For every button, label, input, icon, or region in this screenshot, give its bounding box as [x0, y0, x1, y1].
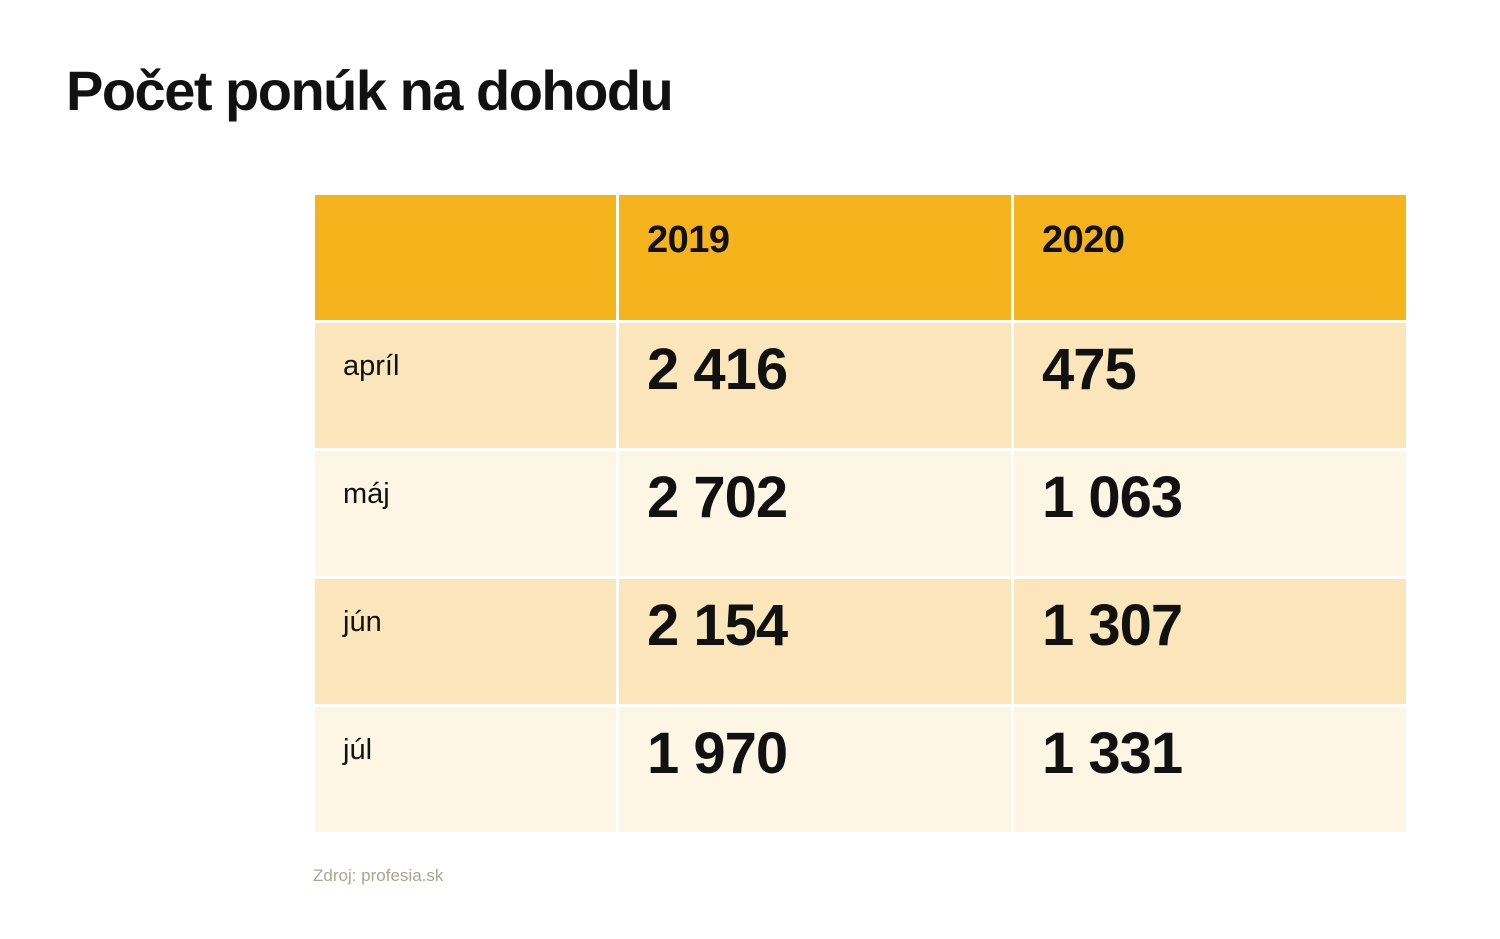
table-header-2019: 2019: [619, 195, 1011, 320]
value-jun-2019: 2 154: [619, 579, 1011, 704]
value-jun-2020: 1 307: [1014, 579, 1406, 704]
table-header-empty: [315, 195, 616, 320]
value-april-2019: 2 416: [619, 323, 1011, 448]
row-label-jun: jún: [315, 579, 616, 704]
page-title: Počet ponúk na dohodu: [66, 59, 674, 122]
offers-table: 2019 2020 apríl 2 416 475 máj 2 702 1 06…: [315, 195, 1406, 832]
table-header-2020: 2020: [1014, 195, 1406, 320]
value-jul-2019: 1 970: [619, 707, 1011, 832]
value-maj-2019: 2 702: [619, 451, 1011, 576]
value-april-2020: 475: [1014, 323, 1406, 448]
value-jul-2020: 1 331: [1014, 707, 1406, 832]
value-maj-2020: 1 063: [1014, 451, 1406, 576]
row-label-jul: júl: [315, 707, 616, 832]
row-label-maj: máj: [315, 451, 616, 576]
row-label-april: apríl: [315, 323, 616, 448]
source-attribution: Zdroj: profesia.sk: [313, 866, 444, 885]
